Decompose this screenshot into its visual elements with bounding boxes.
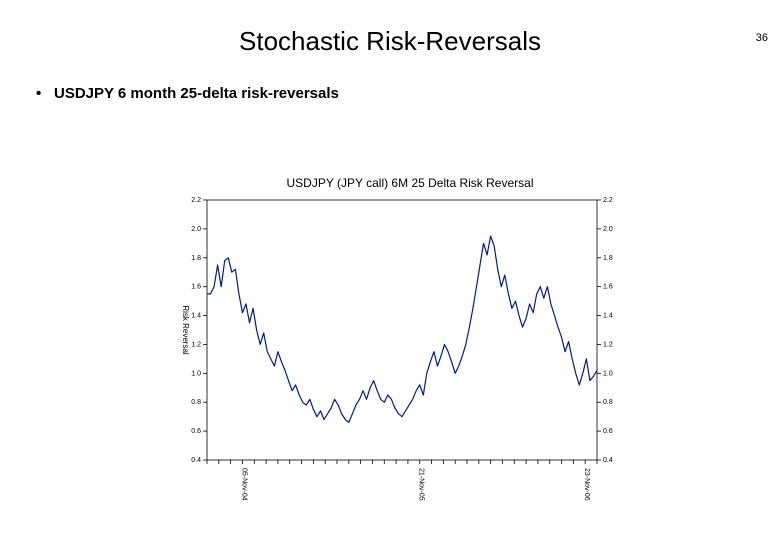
svg-text:1.2: 1.2	[191, 341, 201, 348]
svg-text:2.2: 2.2	[603, 197, 613, 204]
chart-container: USDJPY (JPY call) 6M 25 Delta Risk Rever…	[175, 176, 645, 536]
svg-text:1.0: 1.0	[603, 370, 613, 377]
svg-text:0.6: 0.6	[191, 428, 201, 435]
svg-text:1.4: 1.4	[603, 313, 613, 320]
slide-title: Stochastic Risk-Reversals	[0, 26, 780, 57]
svg-text:05-Nov-04: 05-Nov-04	[240, 468, 247, 501]
svg-text:0.8: 0.8	[191, 399, 201, 406]
svg-text:0.4: 0.4	[191, 457, 201, 464]
chart-title: USDJPY (JPY call) 6M 25 Delta Risk Rever…	[175, 176, 645, 190]
page-number: 36	[756, 32, 768, 44]
svg-text:23-Nov-06: 23-Nov-06	[583, 468, 590, 501]
svg-text:21-Nov-05: 21-Nov-05	[418, 468, 425, 501]
svg-text:2.0: 2.0	[603, 226, 613, 233]
svg-text:1.2: 1.2	[603, 341, 613, 348]
bullet-icon: •	[36, 85, 54, 102]
svg-text:2.2: 2.2	[191, 197, 201, 204]
svg-text:2.0: 2.0	[191, 226, 201, 233]
bullet-text: USDJPY 6 month 25-delta risk-reversals	[54, 85, 339, 102]
svg-text:1.6: 1.6	[603, 284, 613, 291]
svg-text:1.0: 1.0	[191, 370, 201, 377]
chart-svg: 2.2 2.2 2.0 2.0 1.8 1.8 1.6 1.6 1.4 1.4 1.2 1.2 1.0 1…	[175, 194, 629, 512]
svg-text:0.6: 0.6	[603, 428, 613, 435]
slide: 36 Stochastic Risk-Reversals • USDJPY 6 …	[0, 26, 780, 540]
svg-text:1.8: 1.8	[191, 255, 201, 262]
svg-text:1.4: 1.4	[191, 313, 201, 320]
svg-text:0.8: 0.8	[603, 399, 613, 406]
svg-text:1.8: 1.8	[603, 255, 613, 262]
svg-text:0.4: 0.4	[603, 457, 613, 464]
svg-text:Risk Reversal: Risk Reversal	[181, 305, 190, 355]
bullet-row: • USDJPY 6 month 25-delta risk-reversals	[36, 85, 780, 102]
svg-text:1.6: 1.6	[191, 284, 201, 291]
